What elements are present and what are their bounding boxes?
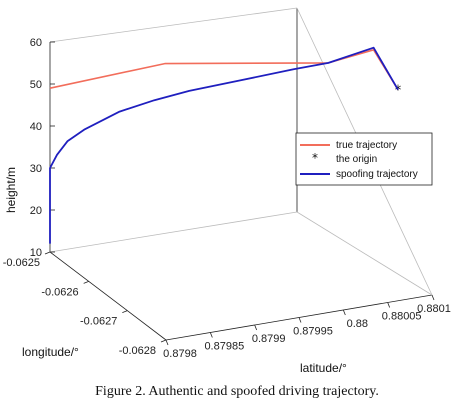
legend-label-true: true trajectory	[336, 140, 397, 151]
z-tick-label: 20	[30, 205, 42, 217]
x-tick-mark	[431, 294, 435, 301]
axis-top-back-left	[49, 7, 298, 43]
x-tick-label: 0.8801	[417, 303, 451, 315]
x-axis-label: latitude/°	[300, 361, 347, 375]
trajectory-3d-chart: 60 50 40 30 20 10-0.0625 -0.0626 -0.0627 -0.0628…	[3, 7, 451, 375]
y-tick-mark	[160, 339, 167, 343]
plot-area: *	[49, 46, 402, 244]
legend-label-spoof: spoofing trajectory	[336, 169, 418, 180]
y-tick-mark	[44, 251, 51, 255]
y-axis-label: longitude/°	[22, 345, 79, 359]
legend-box	[295, 132, 433, 186]
x-tick-label: 0.87995	[293, 326, 333, 338]
legend: true trajectory * the origin spoofing tr…	[295, 132, 433, 186]
axis-floor-back-right	[296, 211, 433, 296]
y-tick-label: -0.0628	[119, 345, 156, 357]
tick-layer: 60 50 40 30 20 10-0.0625 -0.0626 -0.0627 -0.0628…	[3, 37, 451, 360]
axis-floor-left	[49, 251, 167, 341]
axis-floor-back	[49, 211, 298, 253]
x-tick-mark	[387, 302, 391, 308]
x-tick-label: 0.88	[347, 318, 368, 330]
z-tick-label: 30	[30, 163, 42, 175]
z-tick-label: 50	[30, 79, 42, 91]
z-axis-label: height/m	[4, 167, 18, 213]
x-tick-label: 0.8798	[163, 348, 197, 360]
z-tick-label: 10	[30, 247, 42, 259]
x-tick-mark	[342, 309, 346, 316]
x-tick-mark	[298, 317, 302, 323]
x-tick-mark	[254, 324, 258, 331]
figure-caption: Figure 2. Authentic and spoofed driving …	[95, 384, 379, 399]
x-tick-label: 0.87985	[204, 341, 244, 353]
legend-label-origin: the origin	[336, 154, 377, 165]
x-tick-mark	[165, 339, 169, 346]
z-tick-label: 40	[30, 121, 42, 133]
y-tick-label: -0.0626	[41, 286, 78, 298]
y-tick-label: -0.0625	[3, 257, 40, 269]
x-tick-label: 0.8799	[252, 333, 286, 345]
z-tick-label: 60	[30, 37, 42, 49]
x-tick-mark	[209, 332, 213, 338]
x-tick-label: 0.88005	[382, 311, 422, 323]
y-tick-mark	[83, 280, 89, 284]
legend-swatch-origin: *	[312, 151, 318, 165]
y-tick-label: -0.0627	[80, 316, 117, 328]
spoofing-trajectory-line	[49, 46, 399, 244]
y-tick-mark	[122, 310, 128, 314]
origin-marker: *	[395, 84, 402, 99]
